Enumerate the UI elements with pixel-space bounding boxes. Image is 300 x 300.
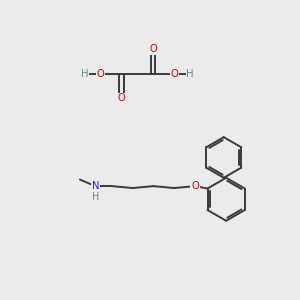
Text: H: H (92, 193, 100, 202)
Text: O: O (171, 69, 178, 79)
Text: O: O (191, 181, 199, 191)
Text: N: N (92, 181, 99, 191)
Text: O: O (149, 44, 157, 54)
Text: O: O (96, 69, 104, 79)
Text: H: H (186, 69, 194, 79)
Text: O: O (118, 93, 125, 103)
Text: H: H (81, 69, 88, 79)
